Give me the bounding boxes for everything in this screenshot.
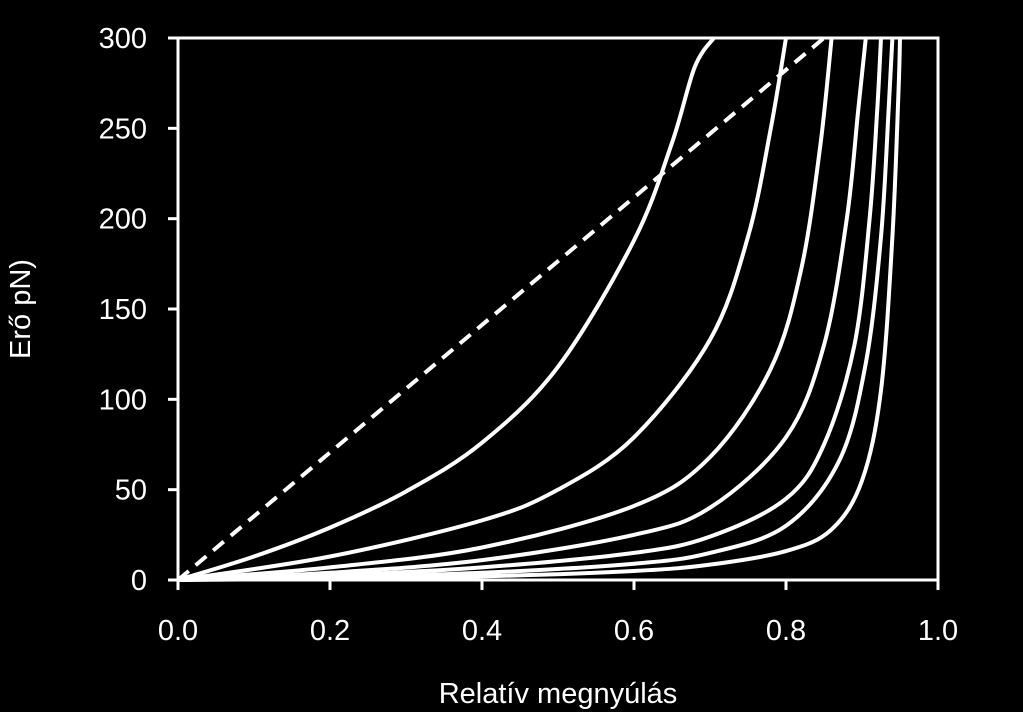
x-tick-label: 0.8 — [766, 615, 806, 647]
force-extension-curve-5 — [177, 37, 883, 582]
force-extension-curve-2 — [177, 37, 788, 582]
force-extension-curve-4 — [177, 37, 868, 582]
x-tick-label: 0.0 — [158, 615, 198, 647]
y-tick-label: 50 — [115, 475, 147, 507]
plot-lines — [176, 36, 902, 582]
force-extension-curve-3 — [177, 37, 834, 582]
y-tick-label: 100 — [99, 384, 147, 416]
y-tick-label: 300 — [99, 23, 147, 55]
x-tick-label: 0.4 — [462, 615, 502, 647]
x-tick-label: 1.0 — [918, 615, 958, 647]
y-tick-label: 0 — [131, 565, 147, 597]
y-tick-label: 250 — [99, 113, 147, 145]
x-axis-title: Relatív megnyúlás — [439, 678, 678, 710]
axes: 0.0 0.2 0.4 0.6 0.8 1.0 0 50 100 150 200 250 300 — [99, 23, 959, 647]
force-extension-curve-6 — [177, 37, 895, 582]
force-extension-curve-7 — [177, 37, 902, 582]
force-extension-curve-1 — [177, 36, 716, 582]
y-tick-label: 200 — [99, 204, 147, 236]
x-tick-label: 0.6 — [614, 615, 654, 647]
x-tick-label: 0.2 — [310, 615, 350, 647]
y-axis-title: Erő pN) — [5, 259, 37, 359]
y-tick-label: 150 — [99, 294, 147, 326]
dashed-reference-line — [176, 36, 826, 582]
